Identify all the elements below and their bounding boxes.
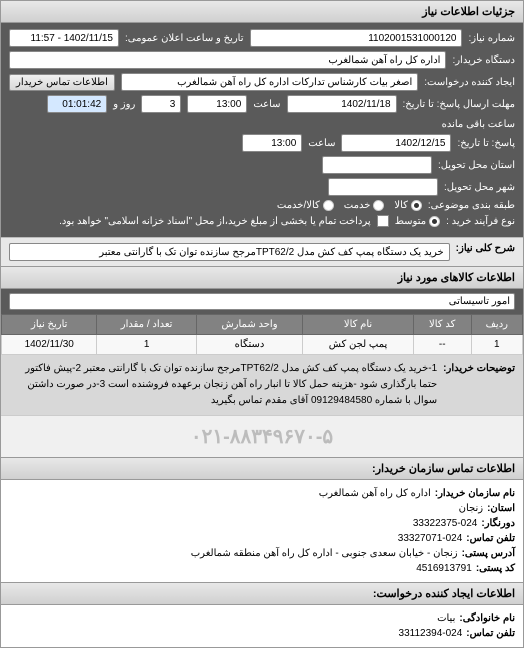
category-radio-group: کالا خدمت کالا/خدمت: [277, 200, 422, 211]
buyer-label: دستگاه خریدار:: [452, 55, 515, 66]
col-row: ردیف: [471, 315, 522, 335]
req-no-field: 1102001531000120: [250, 29, 463, 47]
summary-row: شرح کلی نیاز: خرید یک دستگاه پمپ کف کش م…: [1, 237, 523, 266]
description-row: توضیحات خریدار: 1-خرید یک دستگاه پمپ کف …: [1, 355, 523, 415]
province-label: استان:: [487, 503, 515, 514]
radio-mid[interactable]: متوسط: [395, 216, 440, 227]
deadline-label: مهلت ارسال پاسخ: تا تاریخ:: [403, 99, 515, 110]
contact-section: نام سازمان خریدار: اداره کل راه آهن شمالغ…: [1, 480, 523, 582]
radio-both[interactable]: کالا/خدمت: [277, 200, 334, 211]
desc-text: 1-خرید یک دستگاه پمپ کف کش مدل TPT62/2مر…: [9, 361, 437, 409]
org-value: اداره کل راه آهن شمالغرب: [319, 488, 431, 499]
cell-date: 1402/11/30: [2, 335, 97, 355]
contact-button[interactable]: اطلاعات تماس خریدار: [9, 74, 115, 91]
col-unit: واحد شمارش: [196, 315, 302, 335]
date-field: 1402/11/15 - 11:57: [9, 29, 119, 47]
org-label: نام سازمان خریدار:: [435, 488, 515, 499]
header-section: شماره نیاز: 1102001531000120 تاریخ و ساع…: [1, 23, 523, 237]
fax-label: دورنگار:: [481, 518, 515, 529]
goods-header: اطلاعات کالاهای مورد نیاز: [1, 266, 523, 289]
table-header-row: ردیف کد کالا نام کالا واحد شمارش تعداد /…: [2, 315, 523, 335]
days-label: روز و: [113, 99, 135, 110]
date-label: تاریخ و ساعت اعلان عمومی:: [125, 33, 244, 44]
col-qty: تعداد / مقدار: [97, 315, 196, 335]
response-label: پاسخ: تا تاریخ:: [457, 138, 515, 149]
postal-value: 4516913791: [416, 563, 472, 574]
summary-label: شرح کلی نیاز:: [456, 243, 515, 254]
contact-header: اطلاعات تماس سازمان خریدار:: [1, 457, 523, 480]
goods-filter: [1, 289, 523, 314]
family-value: بیات: [437, 613, 455, 624]
table-row[interactable]: 1 -- پمپ لجن کش دستگاه 1 1402/11/30: [2, 335, 523, 355]
phone-label: تلفن تماس:: [466, 533, 515, 544]
cell-name: پمپ لجن کش: [303, 335, 414, 355]
process-label: نوع فرآیند خرید :: [446, 216, 515, 227]
delivery-loc-field: [328, 178, 438, 196]
cell-unit: دستگاه: [196, 335, 302, 355]
creator-contact-section: نام خانوادگی: بیات تلفن تماس:33112394-024: [1, 605, 523, 647]
treasury-checkbox[interactable]: [377, 215, 389, 227]
response-time-field: 13:00: [242, 134, 302, 152]
category-label: طبقه بندی موضوعی:: [428, 200, 515, 211]
time-label-2: ساعت: [308, 138, 335, 149]
family-label: نام خانوادگی:: [459, 613, 515, 624]
postal-label: کد پستی:: [476, 563, 515, 574]
cell-code: --: [413, 335, 471, 355]
col-name: نام کالا: [303, 315, 414, 335]
summary-text: خرید یک دستگاه پمپ کف کش مدل TPT62/2مرجح…: [9, 243, 450, 261]
issue-loc-label: استان محل تحویل:: [438, 160, 515, 171]
radio-goods[interactable]: کالا: [394, 200, 422, 211]
issue-loc-field: [322, 156, 432, 174]
creator-label: ایجاد کننده درخواست:: [424, 77, 515, 88]
response-date-field: 1402/12/15: [341, 134, 451, 152]
province-value: زنجان: [459, 503, 483, 514]
checkbox-label: پرداخت تمام یا بخشی از مبلغ خرید،از محل …: [59, 216, 371, 227]
creator-contact-header: اطلاعات ایجاد کننده درخواست:: [1, 582, 523, 605]
address-value: زنجان - خیابان سعدی جنوبی - اداره کل راه…: [191, 548, 458, 559]
goods-table: ردیف کد کالا نام کالا واحد شمارش تعداد /…: [1, 314, 523, 355]
buyer-field: اداره کل راه آهن شمالغرب: [9, 51, 446, 69]
creator-field: اصغر بیات کارشناس تدارکات اداره کل راه آ…: [121, 73, 418, 91]
col-date: تاریخ نیاز: [2, 315, 97, 335]
days-field: 3: [141, 95, 181, 113]
watermark-phone: ۰۲۱-۸۸۳۴۹۶۷۰-۵: [1, 415, 523, 457]
cell-row: 1: [471, 335, 522, 355]
deadline-time-field: 13:00: [187, 95, 247, 113]
main-panel: جزئیات اطلاعات نیاز شماره نیاز: 11020015…: [0, 0, 524, 648]
phone-value: 33327071-024: [398, 533, 463, 544]
req-no-label: شماره نیاز:: [468, 33, 515, 44]
radio-service[interactable]: خدمت: [344, 200, 385, 211]
fax-value: 33322375-024: [413, 518, 478, 529]
panel-title: جزئیات اطلاعات نیاز: [1, 1, 523, 23]
cell-qty: 1: [97, 335, 196, 355]
address-label: آدرس پستی:: [462, 548, 515, 559]
creator-phone-label: تلفن تماس:: [466, 628, 515, 639]
name-filter-input[interactable]: [9, 293, 515, 310]
time-label-1: ساعت: [253, 99, 280, 110]
col-code: کد کالا: [413, 315, 471, 335]
timer-field: 01:01:42: [47, 95, 107, 113]
deadline-date-field: 1402/11/18: [287, 95, 397, 113]
desc-label: توضیحات خریدار:: [443, 361, 515, 409]
creator-phone-value: 33112394-024: [399, 628, 463, 639]
timer-label: ساعت باقی مانده: [442, 119, 515, 130]
delivery-loc-label: شهر محل تحویل:: [444, 182, 515, 193]
